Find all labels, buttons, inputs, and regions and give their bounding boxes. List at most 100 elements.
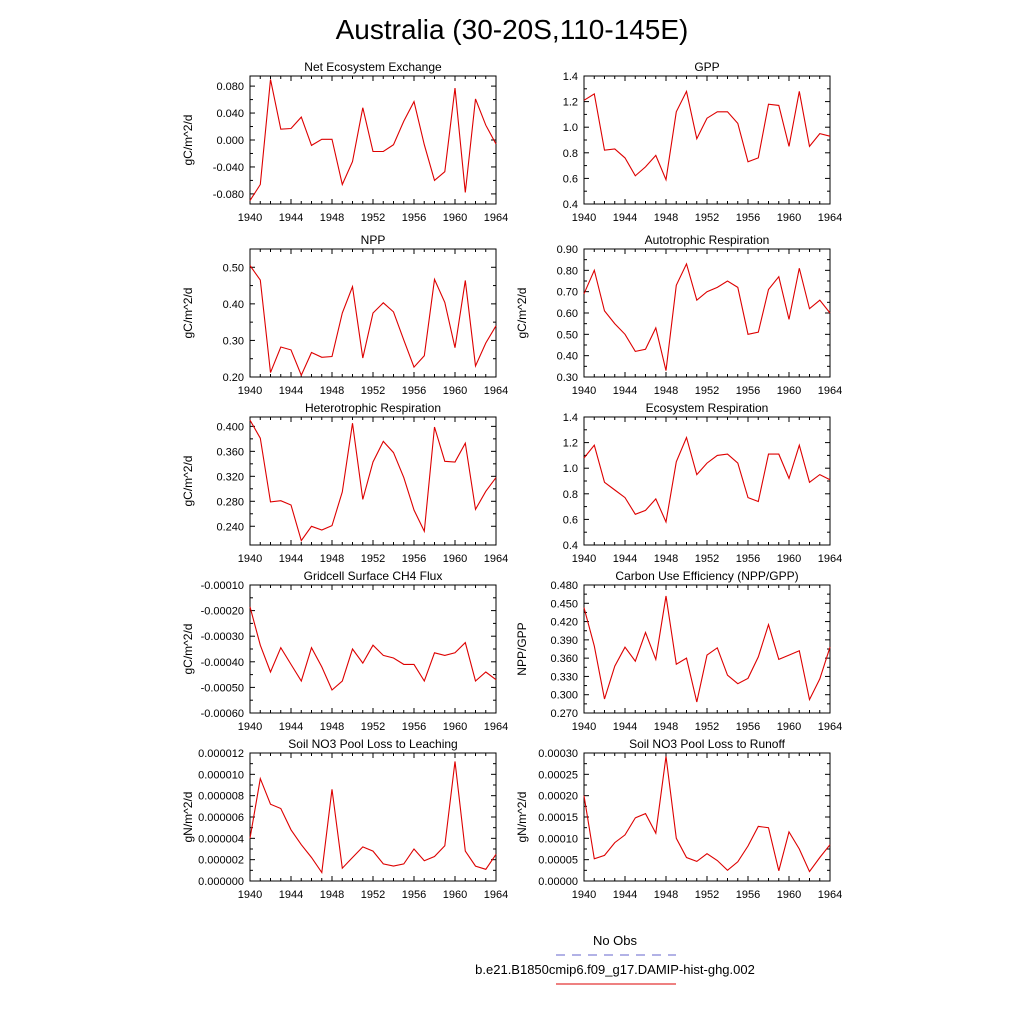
y-tick-label: 0.300 xyxy=(550,690,578,702)
x-tick-label: 1960 xyxy=(443,553,467,565)
y-tick-label: -0.00060 xyxy=(201,708,244,720)
x-tick-label: 1964 xyxy=(818,721,842,733)
x-tick-label: 1960 xyxy=(443,212,467,224)
x-tick-label: 1960 xyxy=(777,553,801,565)
panel-3: NPP gC/m^2/d 1940 1944 1948 1952 1956 1960 1964 0… xyxy=(181,233,508,397)
x-tick-label: 1952 xyxy=(695,889,719,901)
plot-frame xyxy=(583,584,831,714)
x-tick-label: 1964 xyxy=(484,385,508,397)
y-tick-label: -0.00020 xyxy=(201,606,244,618)
x-tick-label: 1956 xyxy=(402,385,426,397)
y-axis-label: gC/m^2/d xyxy=(181,456,195,507)
x-tick-label: 1960 xyxy=(777,889,801,901)
plot-frame xyxy=(583,75,831,205)
x-tick-label: 1960 xyxy=(777,212,801,224)
x-tick-label: 1948 xyxy=(320,212,344,224)
series-line xyxy=(583,89,831,182)
x-tick-label: 1944 xyxy=(613,721,637,733)
plot-frame xyxy=(249,752,497,882)
series-line xyxy=(583,756,831,873)
plot-frame xyxy=(583,248,831,378)
panel-title: Soil NO3 Pool Loss to Runoff xyxy=(629,737,786,751)
y-tick-label: 0.8 xyxy=(563,489,578,501)
y-tick-label: 0.40 xyxy=(223,299,244,311)
y-tick-label: 0.420 xyxy=(550,617,578,629)
y-tick-label: 0.20 xyxy=(223,372,244,384)
y-tick-label: 0.60 xyxy=(557,308,578,320)
x-tick-label: 1952 xyxy=(695,385,719,397)
x-tick-label: 1960 xyxy=(443,889,467,901)
x-tick-label: 1952 xyxy=(695,212,719,224)
y-axis-label: NPP/GPP xyxy=(515,622,529,675)
x-tick-label: 1956 xyxy=(736,721,760,733)
x-tick-label: 1964 xyxy=(484,889,508,901)
panel-title: Net Ecosystem Exchange xyxy=(304,60,442,74)
y-tick-label: -0.00050 xyxy=(201,682,244,694)
x-tick-label: 1960 xyxy=(443,721,467,733)
page-title: Australia (30-20S,110-145E) xyxy=(335,14,689,45)
y-tick-label: 0.040 xyxy=(216,108,244,120)
x-tick-label: 1940 xyxy=(572,889,596,901)
x-tick-label: 1960 xyxy=(777,721,801,733)
x-tick-label: 1956 xyxy=(402,721,426,733)
x-tick-label: 1948 xyxy=(320,721,344,733)
y-tick-label: 0.80 xyxy=(557,265,578,277)
x-tick-label: 1940 xyxy=(238,721,262,733)
y-tick-label: 0.00020 xyxy=(538,791,578,803)
y-tick-label: 1.2 xyxy=(563,97,578,109)
y-tick-label: 0.4 xyxy=(563,199,578,211)
x-tick-label: 1940 xyxy=(572,212,596,224)
y-axis-label: gC/m^2/d xyxy=(181,624,195,675)
y-axis-label: gN/m^2/d xyxy=(515,792,529,843)
y-tick-label: 0.00030 xyxy=(538,748,578,760)
y-tick-label: 0.000 xyxy=(216,135,244,147)
y-tick-label: 0.30 xyxy=(557,372,578,384)
panel-title: Ecosystem Respiration xyxy=(646,401,769,415)
y-tick-label: 0.000008 xyxy=(198,791,244,803)
x-tick-label: 1948 xyxy=(654,889,678,901)
x-tick-label: 1964 xyxy=(818,212,842,224)
y-tick-label: 0.00015 xyxy=(538,812,578,824)
y-tick-label: -0.00040 xyxy=(201,657,244,669)
y-tick-label: 1.0 xyxy=(563,463,578,475)
x-tick-label: 1956 xyxy=(402,212,426,224)
y-tick-label: 0.450 xyxy=(550,598,578,610)
y-tick-label: 0.50 xyxy=(223,262,244,274)
x-tick-label: 1944 xyxy=(613,553,637,565)
x-tick-label: 1964 xyxy=(484,212,508,224)
x-tick-label: 1964 xyxy=(818,385,842,397)
y-tick-label: 0.4 xyxy=(563,540,578,552)
y-axis-label: gC/m^2/d xyxy=(515,288,529,339)
x-tick-label: 1952 xyxy=(361,553,385,565)
legend-label-obs: No Obs xyxy=(592,933,638,948)
x-tick-label: 1964 xyxy=(484,721,508,733)
panel-title: Autotrophic Respiration xyxy=(645,233,770,247)
y-tick-label: 0.390 xyxy=(550,635,578,647)
y-tick-label: -0.00010 xyxy=(201,580,244,592)
x-tick-label: 1948 xyxy=(654,212,678,224)
y-tick-label: 0.480 xyxy=(550,580,578,592)
plot-frame xyxy=(583,752,831,882)
series-line xyxy=(249,265,497,377)
series-line xyxy=(249,606,497,691)
y-tick-label: -0.040 xyxy=(213,162,244,174)
panel-8: Carbon Use Efficiency (NPP/GPP) NPP/GPP 19… xyxy=(515,569,842,733)
x-tick-label: 1944 xyxy=(279,553,303,565)
x-tick-label: 1952 xyxy=(361,889,385,901)
y-tick-label: 0.240 xyxy=(216,521,244,533)
y-tick-label: 0.40 xyxy=(557,351,578,363)
x-tick-label: 1952 xyxy=(361,721,385,733)
x-tick-label: 1956 xyxy=(736,212,760,224)
y-tick-label: 0.00005 xyxy=(538,855,578,867)
y-tick-label: 1.0 xyxy=(563,122,578,134)
y-tick-label: 0.00010 xyxy=(538,833,578,845)
x-tick-label: 1960 xyxy=(777,385,801,397)
series-line xyxy=(583,595,831,703)
legend-label-model: b.e21.B1850cmip6.f09_g17.DAMIP-hist-ghg.… xyxy=(475,962,755,977)
x-tick-label: 1948 xyxy=(320,889,344,901)
x-tick-label: 1960 xyxy=(443,385,467,397)
y-tick-label: 0.400 xyxy=(216,421,244,433)
y-tick-label: 0.000012 xyxy=(198,748,244,760)
panel-title: Gridcell Surface CH4 Flux xyxy=(304,569,443,583)
